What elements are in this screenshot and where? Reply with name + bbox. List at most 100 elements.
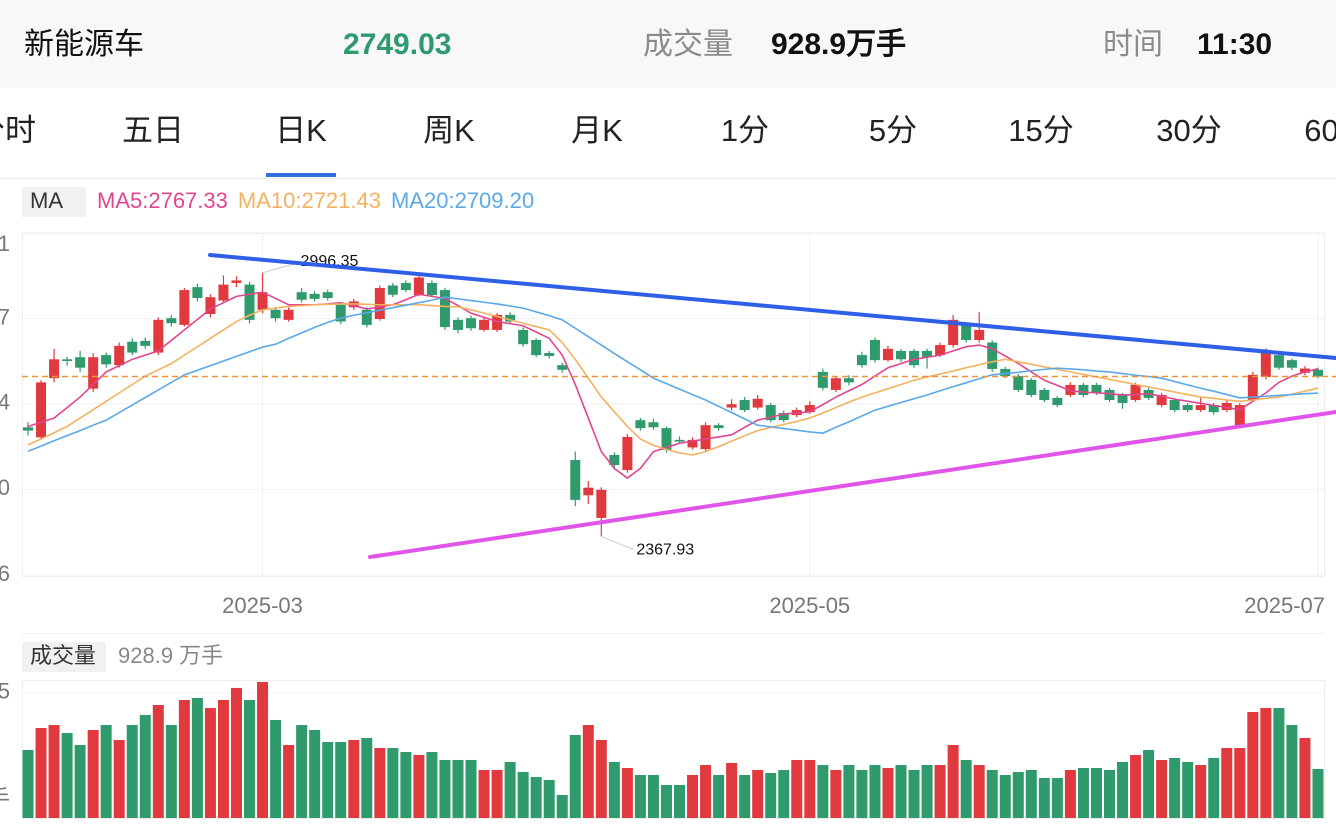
x-tick-label: 2025-05 <box>769 593 850 618</box>
volume-bar <box>765 773 777 818</box>
volume-bar <box>843 764 855 818</box>
legend-entry: MA5:2767.33 <box>97 188 228 213</box>
volume-bar <box>1286 724 1298 818</box>
candle-body <box>283 309 294 320</box>
volume-bar <box>817 764 829 818</box>
volume-bar <box>660 784 672 818</box>
candle-body <box>23 427 33 431</box>
candle-body <box>1156 394 1167 406</box>
candle-body <box>778 413 789 421</box>
tab[interactable]: 30分 <box>1156 113 1221 148</box>
tab[interactable]: 5分 <box>869 113 917 148</box>
candle-body <box>1247 374 1258 401</box>
candle-body <box>531 340 542 356</box>
tab[interactable]: 周K <box>423 113 475 148</box>
volume-bar <box>713 775 725 818</box>
drawings <box>208 253 1336 559</box>
candle-body <box>1260 350 1271 377</box>
volume-bar <box>1090 767 1102 818</box>
volume-bar <box>426 752 438 818</box>
candle-body <box>335 304 346 322</box>
tab[interactable]: 1分 <box>721 113 769 148</box>
candle-body <box>804 405 815 413</box>
candle-body <box>1104 389 1115 401</box>
volume-bar <box>856 769 868 818</box>
volume-bar <box>296 724 308 818</box>
index-name: 新能源车 <box>24 28 144 61</box>
volume-bar <box>48 724 60 818</box>
candle-body <box>127 341 138 353</box>
volume-bar <box>517 772 529 818</box>
tab[interactable]: 月K <box>571 113 623 148</box>
candle-body <box>179 290 190 325</box>
ma-badge <box>22 187 86 217</box>
candle-body <box>974 329 985 341</box>
candle-body <box>1052 397 1063 406</box>
support-line <box>368 410 1336 559</box>
legend-entry: MA20:2709.20 <box>391 188 534 213</box>
volume-bar <box>634 775 646 818</box>
volume-bar <box>921 764 933 818</box>
header-bg <box>0 0 1336 88</box>
candle-body <box>726 404 737 408</box>
candle-body <box>544 353 555 356</box>
candle-body <box>843 378 854 383</box>
candle-body <box>192 287 203 299</box>
volume-badge <box>22 642 106 672</box>
y-tick-label: 2276 <box>0 561 10 586</box>
candle-body <box>88 357 99 389</box>
candle-body <box>101 355 112 365</box>
volume-bar <box>1208 757 1220 818</box>
candle-body <box>635 420 646 429</box>
candle-body <box>218 284 229 301</box>
candle-body <box>140 340 151 346</box>
y-tick-label: 2375 <box>0 679 10 704</box>
candle-body <box>1130 384 1141 401</box>
volume-bar <box>1012 772 1024 818</box>
candle-body <box>231 280 242 283</box>
candle-body <box>309 293 320 299</box>
volume-bar <box>621 767 633 818</box>
volume-bar <box>504 761 516 818</box>
candle-body <box>466 318 477 329</box>
volume-bar <box>647 775 659 818</box>
candle-body <box>1195 405 1206 411</box>
candle-body <box>75 357 86 368</box>
legend-entry: MA10:2721.43 <box>238 188 381 213</box>
tab[interactable]: 五日 <box>122 113 184 148</box>
tab[interactable]: 日K <box>275 113 327 148</box>
candle-body <box>400 282 411 291</box>
candle-body <box>505 314 516 322</box>
candle-body <box>1286 360 1297 368</box>
index-price: 2749.03 <box>343 28 451 61</box>
volume-bar <box>1312 768 1324 818</box>
tab[interactable]: 15分 <box>1008 113 1073 148</box>
time-label: 时间 <box>1103 28 1163 61</box>
volume-bar <box>74 744 86 818</box>
candle-body <box>153 319 164 353</box>
volume-bar <box>465 759 477 818</box>
tab[interactable]: 分时 <box>0 113 36 148</box>
tab[interactable]: 60分 <box>1304 113 1336 148</box>
candle-body <box>583 487 594 496</box>
candle-body <box>322 292 333 299</box>
volume-bar <box>1025 769 1037 818</box>
volume-bar <box>999 775 1011 818</box>
volume-bar <box>1234 747 1246 818</box>
volume-bar <box>35 728 47 818</box>
ma-line <box>27 291 1319 480</box>
volume-bar <box>217 699 229 818</box>
candle-body <box>869 340 880 361</box>
volume-bar <box>1117 761 1129 818</box>
candle-body <box>922 350 933 358</box>
candle-body <box>765 405 776 421</box>
candle-body <box>1299 368 1310 373</box>
volume-bar <box>191 697 203 818</box>
volume-bar <box>700 764 712 818</box>
volume-bar <box>960 759 972 818</box>
volume-bar <box>204 708 216 818</box>
volume-bar <box>791 759 803 818</box>
volume-bar <box>335 741 347 818</box>
candle-body <box>296 292 307 300</box>
low-annotation: 2367.93 <box>636 542 694 559</box>
